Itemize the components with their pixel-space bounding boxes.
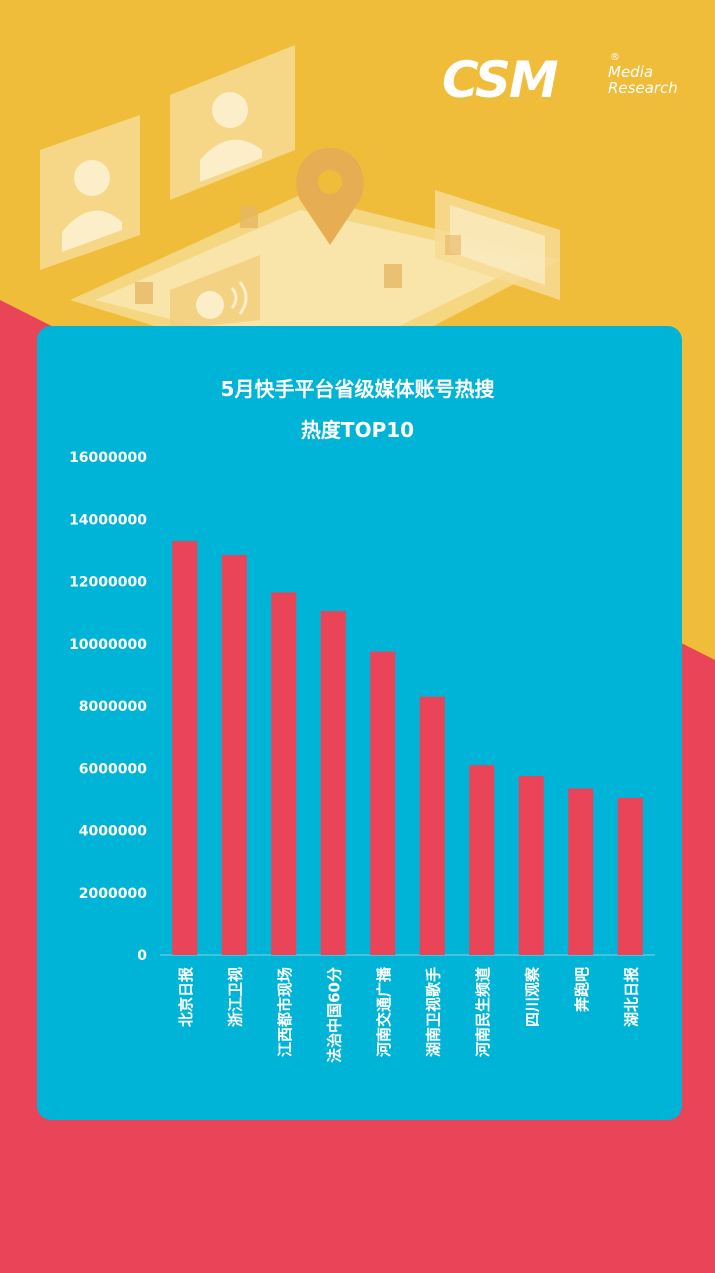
bar bbox=[370, 651, 396, 955]
chart-card bbox=[37, 326, 682, 1120]
y-tick-label: 10000000 bbox=[69, 637, 147, 653]
bar bbox=[568, 788, 594, 955]
x-tick-label: 湖北日报 bbox=[622, 967, 640, 1027]
bar bbox=[320, 611, 346, 955]
x-tick-label: 河南交通广播 bbox=[375, 966, 393, 1057]
x-tick-label: 北京日报 bbox=[177, 967, 195, 1027]
bar bbox=[271, 592, 297, 955]
chart-subtitle: 热度TOP10 bbox=[300, 418, 415, 442]
y-tick-label: 14000000 bbox=[69, 512, 147, 528]
x-tick-label: 浙江卫视 bbox=[226, 967, 244, 1027]
y-tick-label: 16000000 bbox=[69, 450, 147, 466]
x-tick-label: 江西都市现场 bbox=[276, 967, 294, 1057]
bar bbox=[172, 541, 198, 955]
profile-card-illustration-2 bbox=[170, 45, 295, 200]
csm-logo: CSM ® Media Research bbox=[442, 52, 692, 112]
logo-subtitle-line1: Media bbox=[608, 63, 654, 81]
y-tick-label: 0 bbox=[137, 948, 147, 964]
x-tick-label: 河南民生频道 bbox=[474, 967, 492, 1057]
profile-card-illustration bbox=[40, 115, 140, 270]
x-tick-label: 奔跑吧 bbox=[573, 967, 591, 1013]
y-tick-label: 8000000 bbox=[79, 699, 147, 715]
logo-registered-mark: ® bbox=[610, 52, 620, 63]
y-tick-label: 2000000 bbox=[79, 886, 147, 902]
x-tick-label: 法治中国60分 bbox=[325, 967, 343, 1063]
bar bbox=[617, 797, 643, 955]
bar bbox=[419, 696, 445, 955]
y-tick-label: 6000000 bbox=[79, 761, 147, 777]
panel-illustration bbox=[435, 190, 560, 300]
chart-title: 5月快手平台省级媒体账号热搜 bbox=[220, 377, 495, 401]
y-tick-label: 4000000 bbox=[79, 824, 147, 840]
bar bbox=[469, 765, 495, 955]
logo-csm-text: CSM bbox=[442, 51, 559, 109]
logo-subtitle: Media Research bbox=[608, 64, 698, 96]
bar bbox=[518, 776, 544, 955]
x-tick-label: 四川观察 bbox=[523, 966, 541, 1027]
logo-subtitle-line2: Research bbox=[608, 79, 678, 97]
location-pin-icon bbox=[296, 148, 364, 245]
speaker-avatar-illustration bbox=[170, 255, 260, 330]
bar bbox=[221, 555, 247, 955]
y-tick-label: 12000000 bbox=[69, 575, 147, 591]
x-tick-label: 湖南卫视歌手 bbox=[424, 967, 442, 1057]
